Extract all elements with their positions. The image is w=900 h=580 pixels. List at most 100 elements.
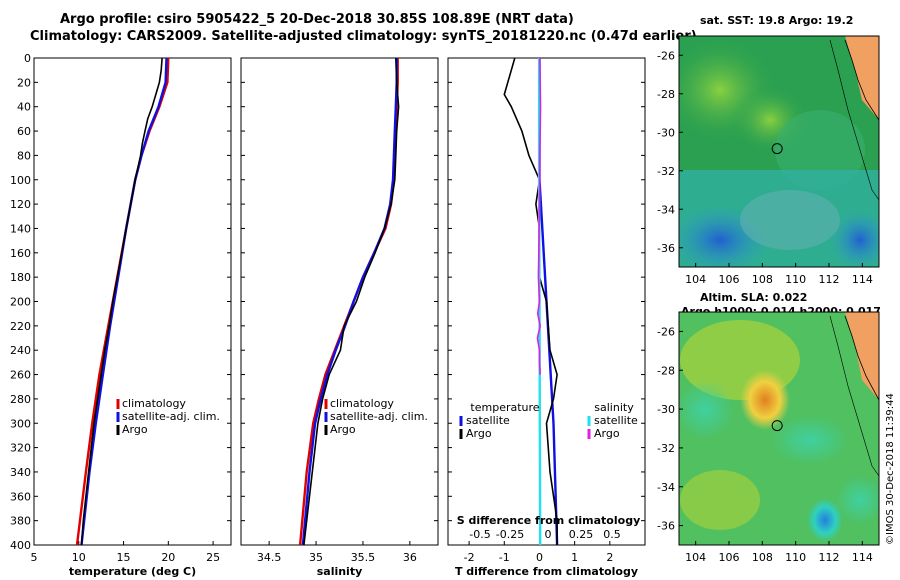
salinity-xlabel: salinity — [317, 565, 363, 578]
depth-tick-label: 300 — [10, 417, 31, 430]
temperature-xlabel: temperature (deg C) — [69, 565, 196, 578]
depth-tick-label: 20 — [17, 76, 31, 89]
sla-map-lon-label: 110 — [785, 551, 806, 564]
sal-diff-tick-label: -0.5 — [469, 528, 490, 541]
temperature-xtick-label: 25 — [206, 551, 220, 564]
depth-tick-label: 400 — [10, 539, 31, 552]
depth-tick-label: 180 — [10, 271, 31, 284]
difference-series-temperature-argo — [503, 57, 558, 545]
depth-tick-label: 380 — [10, 515, 31, 528]
depth-tick-label: 240 — [10, 344, 31, 357]
sal-legend-label: Argo — [594, 427, 620, 440]
sla-map-lon-label: 104 — [685, 551, 706, 564]
sla-map-argo-marker — [771, 420, 783, 432]
salinity-xtick-label: 35.5 — [351, 551, 376, 564]
sla-map-lat-label: -26 — [657, 325, 675, 338]
salinity-series-climatology — [298, 58, 399, 546]
sla-land — [845, 312, 879, 400]
sst-map-lon-label: 106 — [719, 273, 740, 286]
sla-map-lat-label: -32 — [657, 442, 675, 455]
depth-tick-label: 200 — [10, 296, 31, 309]
salinity-xtick-label: 34.5 — [257, 551, 282, 564]
salinity-series-argo — [303, 57, 400, 546]
temperature-legend-label: climatology — [122, 397, 186, 410]
depth-tick-label: 160 — [10, 247, 31, 260]
sst-map-lat-label: -32 — [657, 165, 675, 178]
salinity-legend-label: satellite-adj. clim. — [330, 410, 428, 423]
temperature-series-satellite-adj-clim- — [80, 57, 168, 546]
sst-map-lat-label: -30 — [657, 126, 675, 139]
temp-legend-title: temperature — [470, 401, 539, 414]
title-line-2: Climatology: CARS2009. Satellite-adjuste… — [30, 29, 697, 44]
sal-diff-tick-label: 0.5 — [603, 528, 621, 541]
sla-map-lon-label: 108 — [752, 551, 773, 564]
sla-map-lon-label: 106 — [719, 551, 740, 564]
difference-xtick-label: -1 — [499, 551, 510, 564]
sst-map-lat-label: -34 — [657, 203, 675, 216]
temperature-legend-label: satellite-adj. clim. — [122, 410, 220, 423]
sla-map-lat-label: -34 — [657, 481, 675, 494]
sal-legend-title: salinity — [594, 401, 634, 414]
sal-diff-tick-label: 0 — [545, 528, 552, 541]
sst-map-lon-label: 110 — [785, 273, 806, 286]
sst-map-lon-label: 114 — [852, 273, 873, 286]
sal-legend-label: satellite — [594, 414, 638, 427]
depth-tick-label: 100 — [10, 174, 31, 187]
sst-land — [845, 36, 879, 120]
sla-map-lon-label: 112 — [819, 551, 840, 564]
temperature-series-argo — [80, 57, 163, 546]
sal-diff-tick-label: 0.25 — [569, 528, 594, 541]
sst-map-lat-label: -28 — [657, 88, 675, 101]
sal-diff-axis-label: S difference from climatology — [457, 514, 641, 527]
temp-legend-label: Argo — [466, 427, 492, 440]
temperature-xtick-label: 20 — [161, 551, 175, 564]
sla-map-title-1: Altim. SLA: 0.022 — [700, 291, 808, 304]
difference-xtick-label: 1 — [571, 551, 578, 564]
difference-xtick-label: 2 — [606, 551, 613, 564]
sst-map-lon-label: 104 — [685, 273, 706, 286]
difference-xlabel: T difference from climatology — [455, 565, 638, 578]
temperature-xtick-label: 10 — [72, 551, 86, 564]
sla-map-lat-label: -36 — [657, 520, 675, 533]
sst-map-title: sat. SST: 19.8 Argo: 19.2 — [700, 14, 854, 27]
title-line-1: Argo profile: csiro 5905422_5 20-Dec-201… — [60, 12, 574, 27]
depth-tick-label: 340 — [10, 466, 31, 479]
salinity-series-satellite-adj-clim- — [301, 58, 398, 546]
salinity-legend-label: climatology — [330, 397, 394, 410]
salinity-xtick-label: 35 — [309, 551, 323, 564]
sst-map-lat-label: -26 — [657, 49, 675, 62]
sla-map-field — [679, 312, 879, 545]
temp-legend-label: satellite — [466, 414, 510, 427]
salinity-legend-label: Argo — [330, 423, 356, 436]
salinity-xtick-label: 36 — [403, 551, 417, 564]
temperature-legend-label: Argo — [122, 423, 148, 436]
difference-series-salinity-argo — [536, 57, 542, 375]
sla-map-lon-label: 114 — [852, 551, 873, 564]
sst-map-lat-label: -36 — [657, 242, 675, 255]
sal-diff-tick-label: -0.25 — [496, 528, 524, 541]
difference-xtick-label: -2 — [464, 551, 475, 564]
depth-tick-label: 280 — [10, 393, 31, 406]
depth-tick-label: 80 — [17, 149, 31, 162]
depth-tick-label: 360 — [10, 490, 31, 503]
sst-map-frame — [678, 35, 880, 268]
depth-tick-label: 40 — [17, 101, 31, 114]
salinity-axes-frame — [240, 57, 439, 546]
sst-map-lon-label: 108 — [752, 273, 773, 286]
sst-map-field — [679, 36, 879, 267]
depth-tick-label: 320 — [10, 442, 31, 455]
sst-map-argo-marker — [771, 143, 783, 155]
difference-xtick-label: 0 — [536, 551, 543, 564]
depth-tick-label: 0 — [24, 52, 31, 65]
temperature-axes-frame — [33, 57, 232, 546]
sla-map-lat-label: -30 — [657, 403, 675, 416]
depth-tick-label: 220 — [10, 320, 31, 333]
depth-tick-label: 120 — [10, 198, 31, 211]
temperature-xtick-label: 15 — [117, 551, 131, 564]
depth-tick-label: 60 — [17, 125, 31, 138]
depth-tick-label: 260 — [10, 369, 31, 382]
temperature-xtick-label: 5 — [31, 551, 38, 564]
sla-map-lat-label: -28 — [657, 364, 675, 377]
sla-map-frame — [678, 311, 880, 546]
